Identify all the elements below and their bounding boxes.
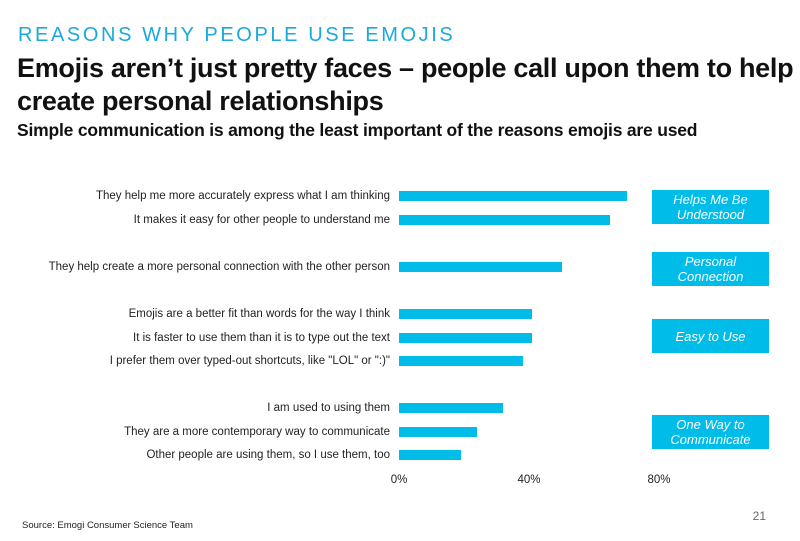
category-label: Emojis are a better fit than words for t…	[128, 308, 390, 320]
group-label: Easy to Use	[652, 319, 769, 353]
subheadline: Simple communication is among the least …	[17, 120, 698, 140]
category-label: I am used to using them	[267, 402, 390, 414]
bar	[399, 427, 477, 437]
category-label: It is faster to use them than it is to t…	[133, 332, 390, 344]
category-label: They are a more contemporary way to comm…	[124, 426, 390, 438]
group-label: One Way to Communicate	[652, 415, 769, 449]
category-label: They help me more accurately express wha…	[95, 190, 390, 202]
bar	[399, 262, 562, 272]
x-tick-label: 40%	[517, 474, 541, 486]
bar	[399, 191, 627, 201]
bar	[399, 309, 533, 319]
bar	[399, 333, 533, 343]
source-note: Source: Emogi Consumer Science Team	[22, 520, 193, 531]
category-label: It makes it easy for other people to und…	[133, 214, 390, 226]
page-number: 21	[752, 509, 766, 523]
kicker-title: REASONS WHY PEOPLE USE EMOJIS	[18, 24, 456, 46]
category-label: They help create a more personal connect…	[48, 261, 390, 273]
bar	[399, 450, 461, 460]
category-label: Other people are using them, so I use th…	[146, 449, 390, 461]
category-label: I prefer them over typed-out shortcuts, …	[109, 355, 390, 367]
headline: Emojis aren’t just pretty faces – people…	[17, 53, 794, 116]
group-label: Helps Me Be Understood	[652, 190, 769, 224]
x-tick-label: 80%	[647, 474, 671, 486]
x-tick-label: 0%	[390, 474, 408, 486]
bar	[399, 403, 503, 413]
bar	[399, 215, 611, 225]
bar	[399, 356, 523, 366]
group-label: Personal Connection	[652, 252, 769, 286]
